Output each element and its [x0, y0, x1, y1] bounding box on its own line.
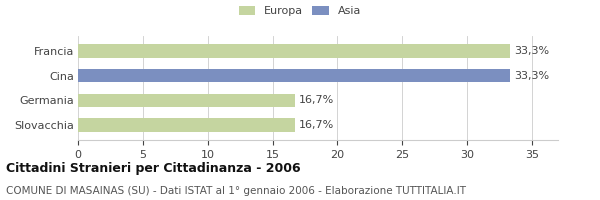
Text: 33,3%: 33,3% — [514, 46, 549, 56]
Text: 33,3%: 33,3% — [514, 71, 549, 81]
Bar — [78, 118, 295, 132]
Legend: Europa, Asia: Europa, Asia — [239, 6, 361, 16]
Text: 16,7%: 16,7% — [299, 120, 334, 130]
Bar — [78, 94, 295, 107]
Bar — [78, 44, 510, 58]
Text: 16,7%: 16,7% — [299, 95, 334, 105]
Text: COMUNE DI MASAINAS (SU) - Dati ISTAT al 1° gennaio 2006 - Elaborazione TUTTITALI: COMUNE DI MASAINAS (SU) - Dati ISTAT al … — [6, 186, 466, 196]
Text: Cittadini Stranieri per Cittadinanza - 2006: Cittadini Stranieri per Cittadinanza - 2… — [6, 162, 301, 175]
Bar — [78, 69, 510, 82]
